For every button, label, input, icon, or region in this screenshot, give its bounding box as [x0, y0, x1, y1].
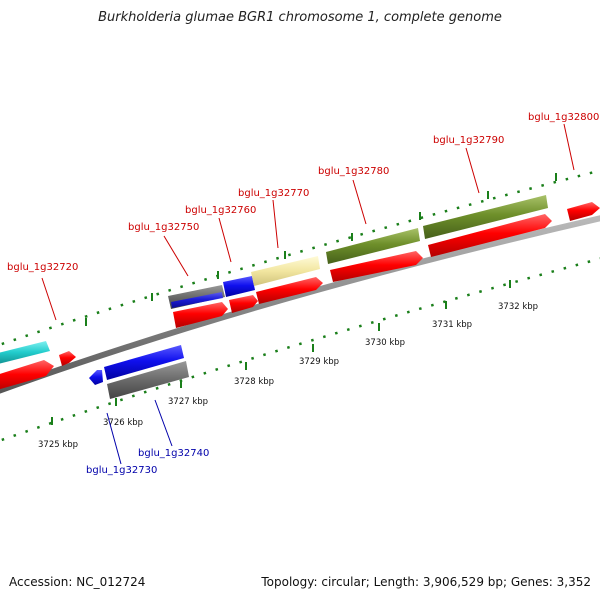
cds-feature[interactable]: [173, 302, 228, 328]
gene-bglu-1g32770-bar[interactable]: [251, 256, 320, 286]
major-ticks: [51, 173, 557, 425]
cds-feature[interactable]: [59, 351, 76, 366]
leader-line-bglu-1g32750: [163, 235, 189, 277]
tick-label: 3731 kbp: [432, 320, 472, 330]
gene-bglu-1g32750-inner-bar[interactable]: [171, 292, 223, 308]
gene-bglu-1g32760-bar[interactable]: [223, 276, 255, 297]
gene-bglu-1g32730-bar[interactable]: [104, 345, 184, 380]
leader-line-bglu-1g32760: [218, 217, 232, 263]
accession-text: Accession: NC_012724: [9, 575, 146, 589]
topology-text: Topology: circular; Length: 3,906,529 bp…: [261, 575, 591, 589]
gene-bglu-1g32740-bar[interactable]: [107, 361, 189, 399]
gene-label-bglu-1g32770[interactable]: bglu_1g32770: [238, 188, 309, 199]
cds-feature[interactable]: [229, 295, 258, 313]
leader-line-bglu-1g32790: [465, 147, 480, 194]
gene-label-bglu-1g32750[interactable]: bglu_1g32750: [128, 222, 199, 233]
tick-label: 3727 kbp: [168, 397, 208, 407]
leader-line-bglu-1g32770: [272, 199, 279, 249]
gene-label-bglu-1g32800[interactable]: bglu_1g32800: [528, 112, 599, 123]
leader-line-bglu-1g32800: [563, 123, 575, 171]
gene-bglu-1g32720-bar[interactable]: [0, 341, 50, 366]
tick-label: 3732 kbp: [498, 302, 538, 312]
gene-label-bglu-1g32780[interactable]: bglu_1g32780: [318, 166, 389, 177]
cds-feature[interactable]: [256, 277, 323, 304]
gene-label-bglu-1g32720[interactable]: bglu_1g32720: [7, 262, 78, 273]
forward-gene-track: [0, 195, 548, 366]
gene-bglu-1g32790-bar[interactable]: [423, 195, 548, 239]
gene-label-bglu-1g32760[interactable]: bglu_1g32760: [185, 205, 256, 216]
reverse-gene-track: [89, 345, 189, 399]
leader-line-bglu-1g32780: [352, 179, 367, 225]
tick-label: 3730 kbp: [365, 338, 405, 348]
tick-label: 3726 kbp: [103, 418, 143, 428]
cds-feature[interactable]: [89, 370, 103, 385]
forward-cds-track: [0, 202, 600, 392]
gene-label-bglu-1g32730[interactable]: bglu_1g32730: [86, 465, 157, 476]
cds-feature[interactable]: [0, 360, 54, 392]
cds-feature[interactable]: [567, 202, 600, 221]
gene-bglu-1g32780-bar[interactable]: [326, 228, 420, 264]
gene-label-bglu-1g32790[interactable]: bglu_1g32790: [433, 135, 504, 146]
leader-line-bglu-1g32730: [106, 412, 122, 465]
cds-feature[interactable]: [428, 214, 552, 257]
leader-line-bglu-1g32720: [41, 277, 57, 321]
tick-label: 3729 kbp: [299, 357, 339, 367]
tick-label: 3725 kbp: [38, 440, 78, 450]
genome-backbone: [0, 215, 600, 394]
tick-label: 3728 kbp: [234, 377, 274, 387]
tick-labels: 3725 kbp 3726 kbp 3727 kbp 3728 kbp 3729 kbp…: [38, 302, 538, 450]
leader-line-bglu-1g32740: [154, 399, 173, 447]
cds-feature[interactable]: [330, 251, 423, 282]
map-title: Burkholderia glumae BGR1 chromosome 1, c…: [98, 10, 502, 25]
gene-label-bglu-1g32740[interactable]: bglu_1g32740: [138, 448, 209, 459]
